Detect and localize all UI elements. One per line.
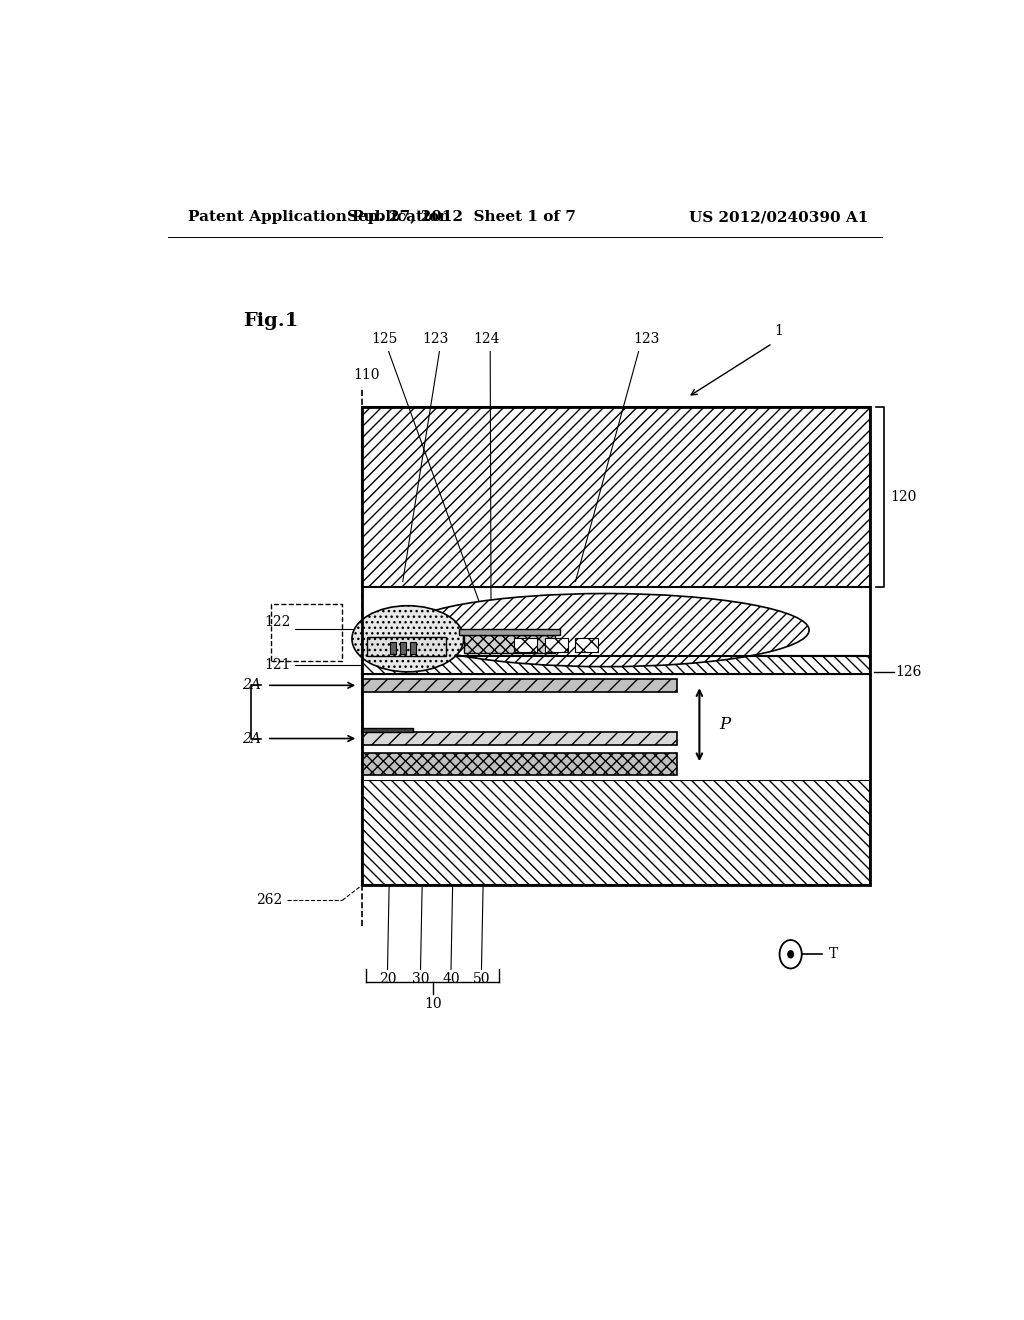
Bar <box>362 733 677 744</box>
Bar <box>362 408 870 886</box>
Text: 120: 120 <box>890 490 916 504</box>
Ellipse shape <box>402 594 809 667</box>
Text: 20: 20 <box>379 972 396 986</box>
Bar <box>362 727 413 733</box>
Text: 121: 121 <box>264 657 291 672</box>
Text: 125: 125 <box>372 333 398 346</box>
Bar <box>362 678 677 692</box>
Circle shape <box>787 950 794 958</box>
Text: 30: 30 <box>412 972 429 986</box>
Bar <box>368 638 445 656</box>
Text: 2A: 2A <box>243 678 261 692</box>
Text: 50: 50 <box>473 972 490 986</box>
Text: 10: 10 <box>424 997 441 1011</box>
Text: 124: 124 <box>473 333 500 346</box>
Bar <box>459 630 560 635</box>
Text: Sep. 27, 2012  Sheet 1 of 7: Sep. 27, 2012 Sheet 1 of 7 <box>347 210 575 224</box>
Text: 110: 110 <box>353 368 379 381</box>
Text: 123: 123 <box>634 333 659 346</box>
Bar <box>362 408 870 586</box>
Text: 1: 1 <box>774 325 783 338</box>
Bar <box>362 673 870 780</box>
Text: T: T <box>828 948 838 961</box>
Bar <box>362 780 870 886</box>
Text: 40: 40 <box>442 972 460 986</box>
Bar <box>464 635 555 652</box>
Text: P: P <box>719 717 730 733</box>
Text: Fig.1: Fig.1 <box>243 312 298 330</box>
Text: 126: 126 <box>895 665 922 678</box>
Ellipse shape <box>352 606 464 672</box>
Bar <box>362 754 677 775</box>
Bar <box>545 638 568 652</box>
Bar <box>411 643 417 655</box>
Bar <box>400 643 407 655</box>
Text: 123: 123 <box>422 333 449 346</box>
Bar <box>362 656 870 673</box>
Text: Patent Application Publication: Patent Application Publication <box>187 210 450 224</box>
Text: 262: 262 <box>256 894 283 907</box>
Bar <box>575 638 598 652</box>
Text: 2A: 2A <box>243 731 261 746</box>
Text: 122: 122 <box>264 615 291 630</box>
Bar <box>390 643 396 655</box>
Bar <box>514 638 538 652</box>
Text: US 2012/0240390 A1: US 2012/0240390 A1 <box>689 210 868 224</box>
